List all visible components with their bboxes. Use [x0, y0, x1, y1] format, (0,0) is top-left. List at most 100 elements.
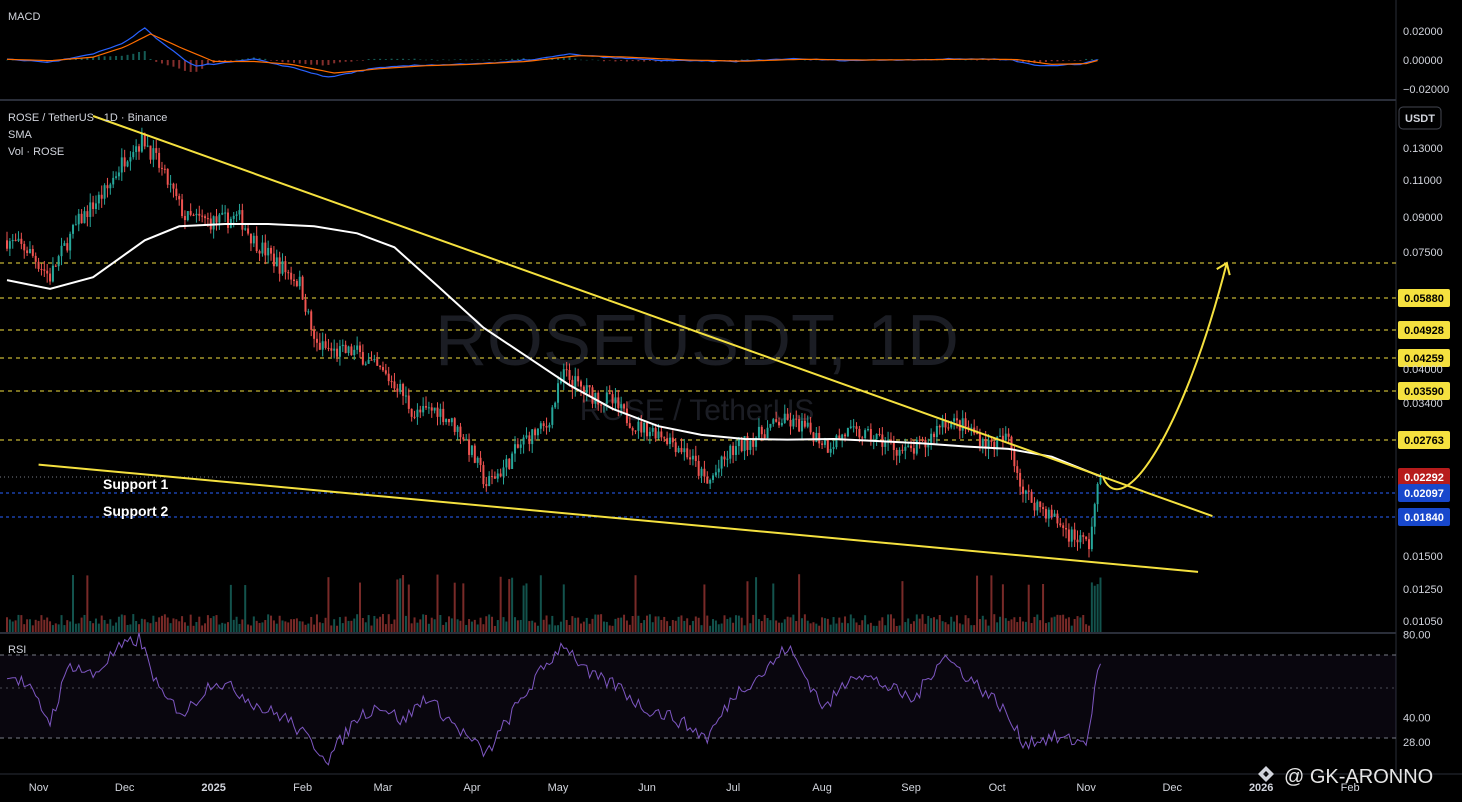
candle-body — [1044, 509, 1047, 519]
candle-body — [1033, 502, 1036, 511]
candle-body — [769, 423, 772, 428]
candle-body — [336, 348, 339, 357]
candle-body — [795, 418, 798, 420]
volume-bar — [755, 577, 758, 632]
candle-body — [387, 373, 390, 382]
macd-histogram-bar — [436, 59, 439, 61]
volume-bar — [215, 615, 218, 632]
candle-body — [838, 435, 841, 439]
volume-bar — [241, 619, 244, 632]
volume-bar — [709, 625, 712, 632]
volume-bar — [901, 581, 904, 632]
candle-body — [63, 243, 66, 246]
volume-bar — [370, 625, 373, 632]
volume-bar — [508, 579, 511, 632]
macd-tick-label: −0.02000 — [1403, 84, 1449, 96]
volume-bar — [80, 617, 83, 632]
macd-histogram-bar — [1044, 60, 1047, 63]
macd-histogram-bar — [580, 59, 582, 61]
candle-body — [115, 176, 118, 178]
volume-bar — [720, 623, 723, 632]
volume-bar — [1093, 585, 1096, 632]
candle-body — [410, 408, 413, 417]
volume-bar — [987, 625, 990, 632]
candle-body — [717, 468, 720, 473]
candle-body — [442, 408, 445, 423]
candle-body — [600, 404, 603, 406]
macd-tick-label: 0.02000 — [1403, 26, 1443, 38]
candle-body — [313, 329, 316, 339]
candle-body — [126, 161, 129, 167]
rsi-axis[interactable]: 80.00 40.00 28.00 — [1403, 629, 1431, 749]
volume-bar — [600, 614, 603, 632]
macd-histogram-bar — [999, 60, 1002, 61]
price-tick-label: 0.01500 — [1403, 551, 1443, 563]
macd-histogram-bar — [390, 58, 393, 60]
volume-bar — [915, 614, 918, 632]
volume-bar — [964, 615, 967, 632]
volume-bar — [1076, 616, 1079, 632]
candle-body — [1090, 526, 1093, 550]
candle-body — [384, 370, 387, 374]
volume-bar — [238, 623, 241, 632]
candle-body — [628, 423, 631, 428]
candle-body — [97, 194, 100, 204]
candle-body — [646, 422, 649, 437]
candle-body — [212, 216, 215, 230]
volume-bar — [588, 623, 591, 632]
candle-body — [623, 404, 626, 409]
volume-bar — [889, 614, 892, 632]
volume-bar — [1010, 619, 1013, 632]
volume-bar — [275, 623, 278, 632]
time-tick-label: Dec — [115, 782, 135, 794]
candle-body — [620, 404, 623, 409]
candle-body — [264, 242, 267, 256]
volume-bar — [798, 574, 801, 632]
volume-bar — [1039, 620, 1042, 632]
volume-bar — [628, 624, 631, 632]
volume-bar — [978, 619, 981, 632]
candle-body — [43, 269, 46, 271]
volume-bar — [947, 624, 950, 632]
candle-body — [100, 194, 103, 199]
volume-bar — [272, 620, 275, 632]
volume-bar — [585, 617, 588, 632]
candle-body — [812, 432, 815, 442]
volume-bar — [809, 623, 812, 632]
macd-axis[interactable]: 0.02000 0.00000 −0.02000 — [1403, 26, 1449, 96]
volume-bar — [92, 623, 95, 632]
candle-body — [892, 441, 895, 450]
volume-bar — [852, 618, 855, 632]
volume-bar — [826, 618, 829, 632]
candle-body — [783, 413, 786, 423]
time-axis[interactable]: Nov Dec 2025 Feb Mar Apr May Jun Jul Aug Sep Oct Nov… — [29, 782, 1360, 794]
volume-bar — [422, 614, 425, 632]
price-axis[interactable]: 0.13000 0.11000 0.09000 0.07500 0.05880 0.049… — [1398, 143, 1450, 628]
volume-bar — [450, 618, 453, 632]
time-tick-label: Mar — [373, 782, 392, 794]
volume-bar — [780, 622, 783, 632]
rsi-band-fill — [0, 655, 1396, 738]
volume-bar — [760, 621, 763, 632]
candle-body — [522, 437, 525, 445]
volume-bar — [278, 615, 281, 632]
candle-body — [912, 448, 915, 454]
volume-bar — [26, 619, 29, 632]
candle-body — [772, 419, 775, 424]
macd-histogram-bar — [379, 58, 382, 60]
candle-body — [915, 439, 918, 454]
volume-bar — [267, 614, 270, 632]
volume-bar — [1016, 622, 1019, 632]
volume-bar — [34, 619, 37, 632]
macd-histogram-bar — [1073, 60, 1076, 61]
candle-body — [835, 435, 838, 448]
currency-button[interactable]: USDT — [1398, 106, 1442, 130]
support-label-box — [1398, 508, 1450, 526]
candle-body — [663, 437, 666, 439]
macd-histogram-bar — [373, 58, 376, 60]
volume-bar — [651, 622, 654, 632]
candle-body — [416, 409, 419, 417]
volume-bar — [1030, 623, 1033, 632]
volume-bar — [244, 585, 247, 632]
